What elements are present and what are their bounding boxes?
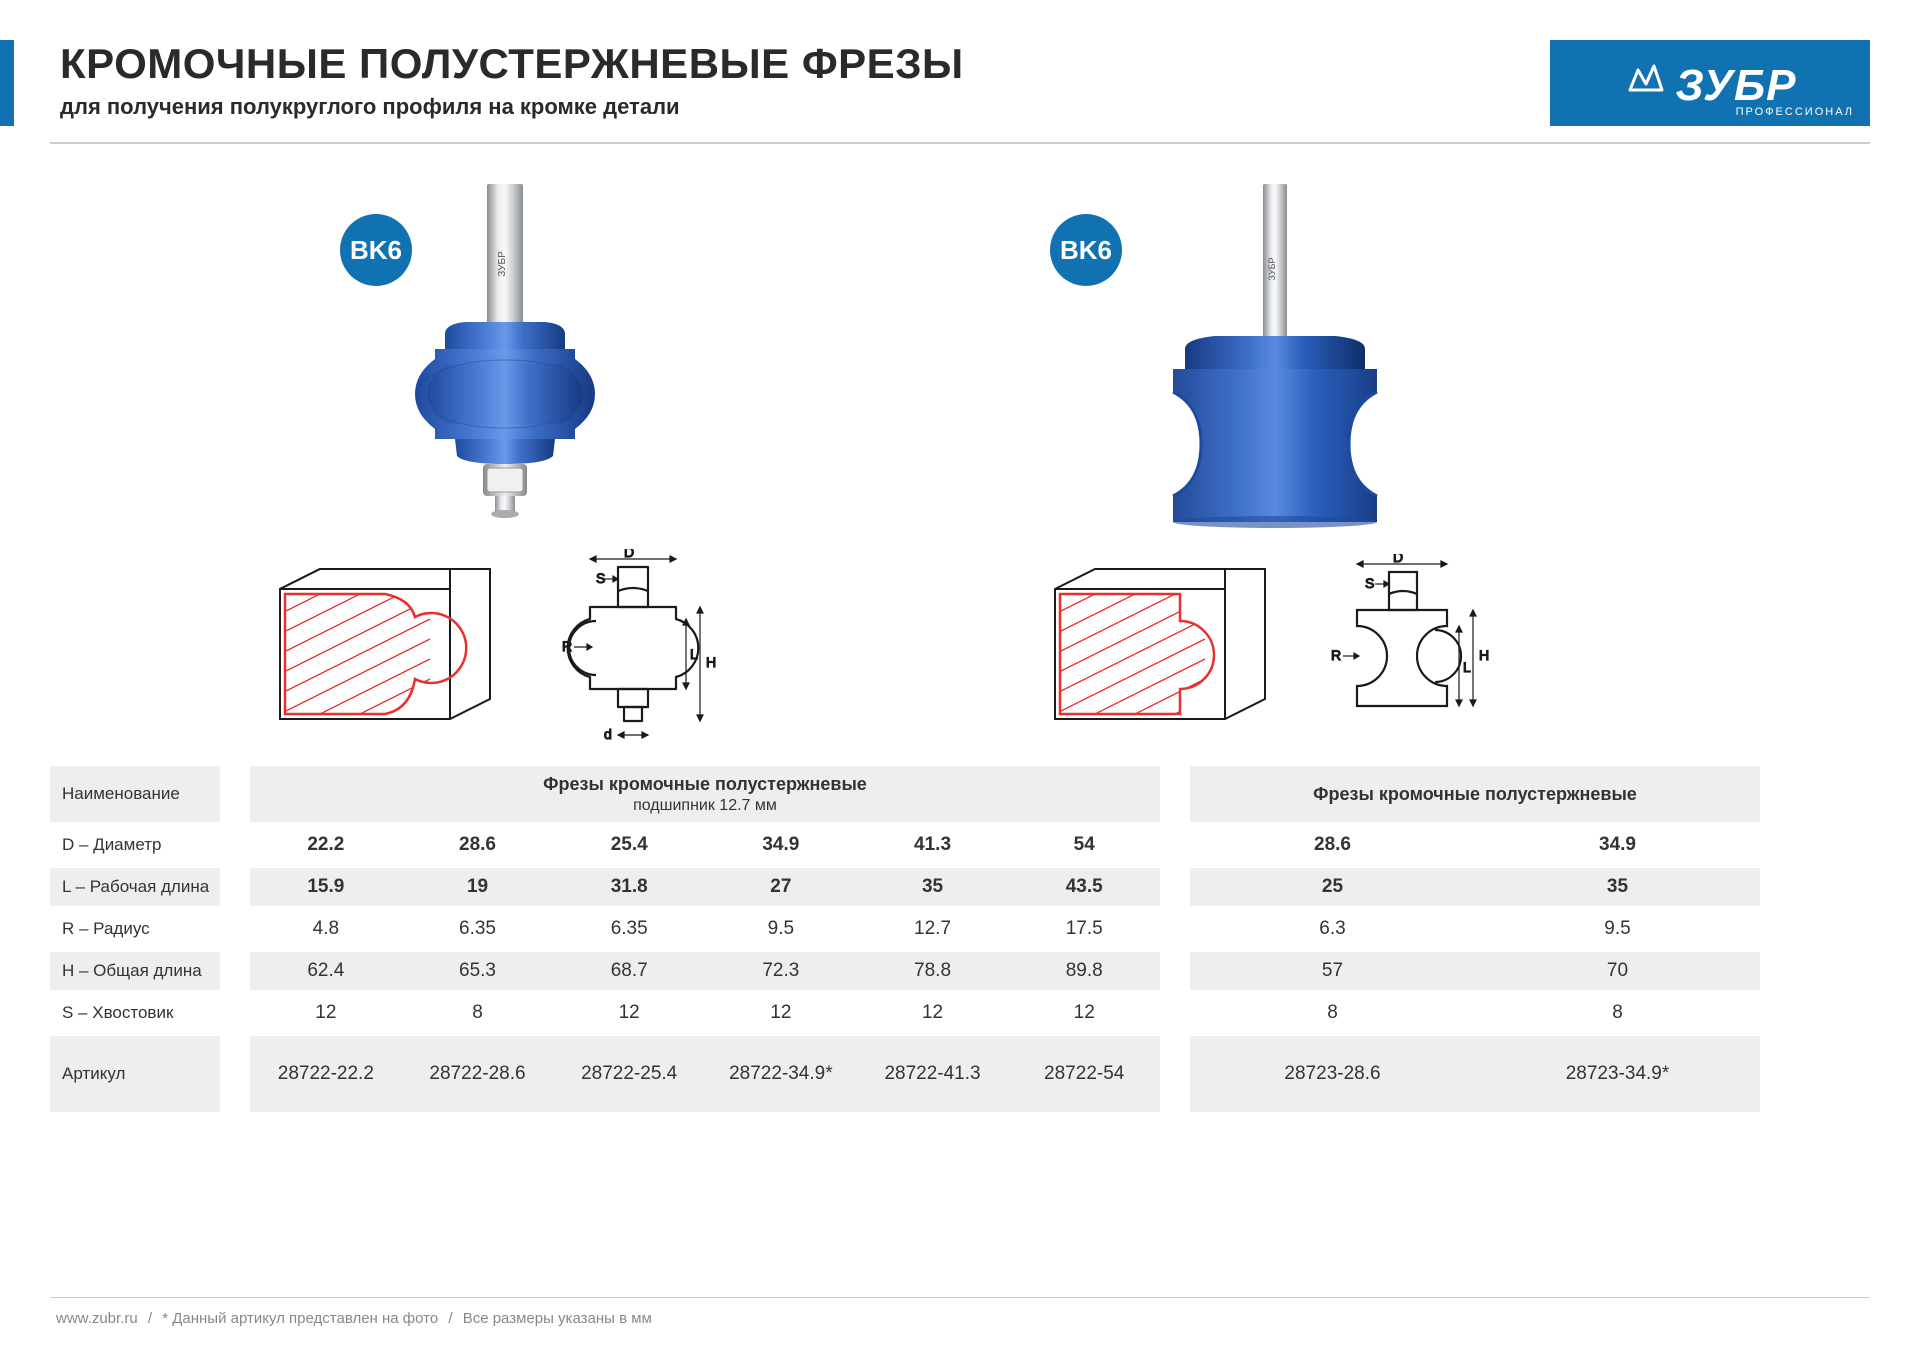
page-subtitle: для получения полукруглого профиля на кр… <box>60 94 1550 120</box>
table-section-2: Фрезы кромочные полустержневые 28.6 34.9 25… <box>1190 766 1760 1116</box>
section-header: Фрезы кромочные полустержневые <box>543 774 867 795</box>
table-cell: 34.9 <box>762 834 799 855</box>
svg-text:L: L <box>690 646 698 662</box>
row-label: S – Хвостовик <box>62 1003 173 1023</box>
svg-text:d: d <box>604 726 612 742</box>
router-bit-bearing-image: ЗУБР <box>375 174 635 534</box>
row-label: Наименование <box>62 784 180 804</box>
header: КРОМОЧНЫЕ ПОЛУСТЕРЖНЕВЫЕ ФРЕЗЫ для получ… <box>50 40 1870 126</box>
table-cell: 78.8 <box>914 960 951 981</box>
row-label: L – Рабочая длина <box>62 877 209 897</box>
table-cell: 25.4 <box>611 834 648 855</box>
table-cell: 12 <box>315 1002 336 1023</box>
dimension-diagram-2: D S R H L <box>1315 554 1505 744</box>
spec-table: Наименование D – Диаметр L – Рабочая дли… <box>50 766 1870 1116</box>
profile-diagram-2 <box>1045 559 1275 739</box>
table-cell: 12 <box>619 1002 640 1023</box>
svg-text:L: L <box>1463 659 1471 675</box>
brand-logo: ЗУБР ПРОФЕССИОНАЛ <box>1550 40 1870 126</box>
carbide-badge: BK6 <box>1050 214 1122 286</box>
carbide-badge: BK6 <box>340 214 412 286</box>
table-cell: 6.35 <box>459 918 496 939</box>
table-cell: 62.4 <box>307 960 344 981</box>
table-cell: 57 <box>1322 960 1343 981</box>
dimension-diagram-1: D S R H L d <box>540 549 740 749</box>
svg-text:S: S <box>596 570 605 586</box>
article-cell: 28722-22.2 <box>278 1063 374 1084</box>
table-cell: 12 <box>922 1002 943 1023</box>
table-section-1: Фрезы кромочные полустержневые подшипник … <box>250 766 1160 1116</box>
footer-site: www.zubr.ru <box>56 1310 138 1327</box>
article-cell: 28722-28.6 <box>429 1063 525 1084</box>
accent-bar <box>0 40 14 126</box>
table-cell: 68.7 <box>611 960 648 981</box>
footer: www.zubr.ru / * Данный артикул представл… <box>50 1297 1870 1327</box>
table-cell: 28.6 <box>1314 834 1351 855</box>
table-cell: 19 <box>467 876 488 897</box>
table-label-column: Наименование D – Диаметр L – Рабочая дли… <box>50 766 220 1116</box>
table-cell: 6.3 <box>1319 918 1345 939</box>
table-cell: 89.8 <box>1066 960 1103 981</box>
svg-text:ЗУБР: ЗУБР <box>1267 258 1277 281</box>
table-cell: 6.35 <box>611 918 648 939</box>
table-cell: 34.9 <box>1599 834 1636 855</box>
svg-text:S: S <box>1365 575 1374 591</box>
table-cell: 27 <box>770 876 791 897</box>
table-cell: 17.5 <box>1066 918 1103 939</box>
footer-note: * Данный артикул представлен на фото <box>162 1310 438 1327</box>
article-cell: 28722-34.9* <box>729 1063 833 1084</box>
row-label: Артикул <box>62 1064 125 1084</box>
table-cell: 31.8 <box>611 876 648 897</box>
page-title: КРОМОЧНЫЕ ПОЛУСТЕРЖНЕВЫЕ ФРЕЗЫ <box>60 40 1550 88</box>
section-header: Фрезы кромочные полустержневые <box>1313 784 1637 805</box>
article-cell: 28722-54 <box>1044 1063 1124 1084</box>
article-cell: 28723-34.9* <box>1566 1063 1670 1084</box>
table-cell: 35 <box>922 876 943 897</box>
profile-diagram-1 <box>270 559 500 739</box>
svg-text:D: D <box>1393 554 1403 565</box>
row-label: R – Радиус <box>62 919 150 939</box>
table-cell: 22.2 <box>307 834 344 855</box>
svg-text:R: R <box>562 638 572 654</box>
table-cell: 54 <box>1074 834 1095 855</box>
svg-text:R: R <box>1331 647 1341 663</box>
divider <box>50 142 1870 144</box>
row-label: H – Общая длина <box>62 961 202 981</box>
section-subheader: подшипник 12.7 мм <box>633 797 777 815</box>
svg-text:H: H <box>1479 647 1489 663</box>
logo-subtext: ПРОФЕССИОНАЛ <box>1736 106 1854 118</box>
svg-text:D: D <box>624 549 634 560</box>
footer-note: Все размеры указаны в мм <box>463 1310 652 1327</box>
article-cell: 28723-28.6 <box>1284 1063 1380 1084</box>
table-cell: 12 <box>1074 1002 1095 1023</box>
table-cell: 8 <box>472 1002 483 1023</box>
table-cell: 28.6 <box>459 834 496 855</box>
svg-text:ЗУБР: ЗУБР <box>497 251 508 277</box>
table-cell: 9.5 <box>768 918 794 939</box>
table-cell: 15.9 <box>307 876 344 897</box>
table-cell: 25 <box>1322 876 1343 897</box>
logo-icon <box>1624 56 1668 100</box>
table-cell: 4.8 <box>313 918 339 939</box>
table-cell: 72.3 <box>762 960 799 981</box>
table-cell: 70 <box>1607 960 1628 981</box>
table-cell: 8 <box>1327 1002 1338 1023</box>
article-cell: 28722-25.4 <box>581 1063 677 1084</box>
table-cell: 35 <box>1607 876 1628 897</box>
router-bit-image: ЗУБР <box>1125 174 1425 534</box>
row-label: D – Диаметр <box>62 835 161 855</box>
article-cell: 28722-41.3 <box>884 1063 980 1084</box>
table-cell: 65.3 <box>459 960 496 981</box>
logo-text: ЗУБР <box>1676 61 1797 111</box>
table-cell: 43.5 <box>1066 876 1103 897</box>
svg-text:H: H <box>706 654 716 670</box>
table-cell: 41.3 <box>914 834 951 855</box>
table-cell: 12.7 <box>914 918 951 939</box>
table-cell: 12 <box>770 1002 791 1023</box>
table-cell: 8 <box>1612 1002 1623 1023</box>
table-cell: 9.5 <box>1604 918 1630 939</box>
product-gallery: BK6 ЗУБР <box>50 174 1870 754</box>
